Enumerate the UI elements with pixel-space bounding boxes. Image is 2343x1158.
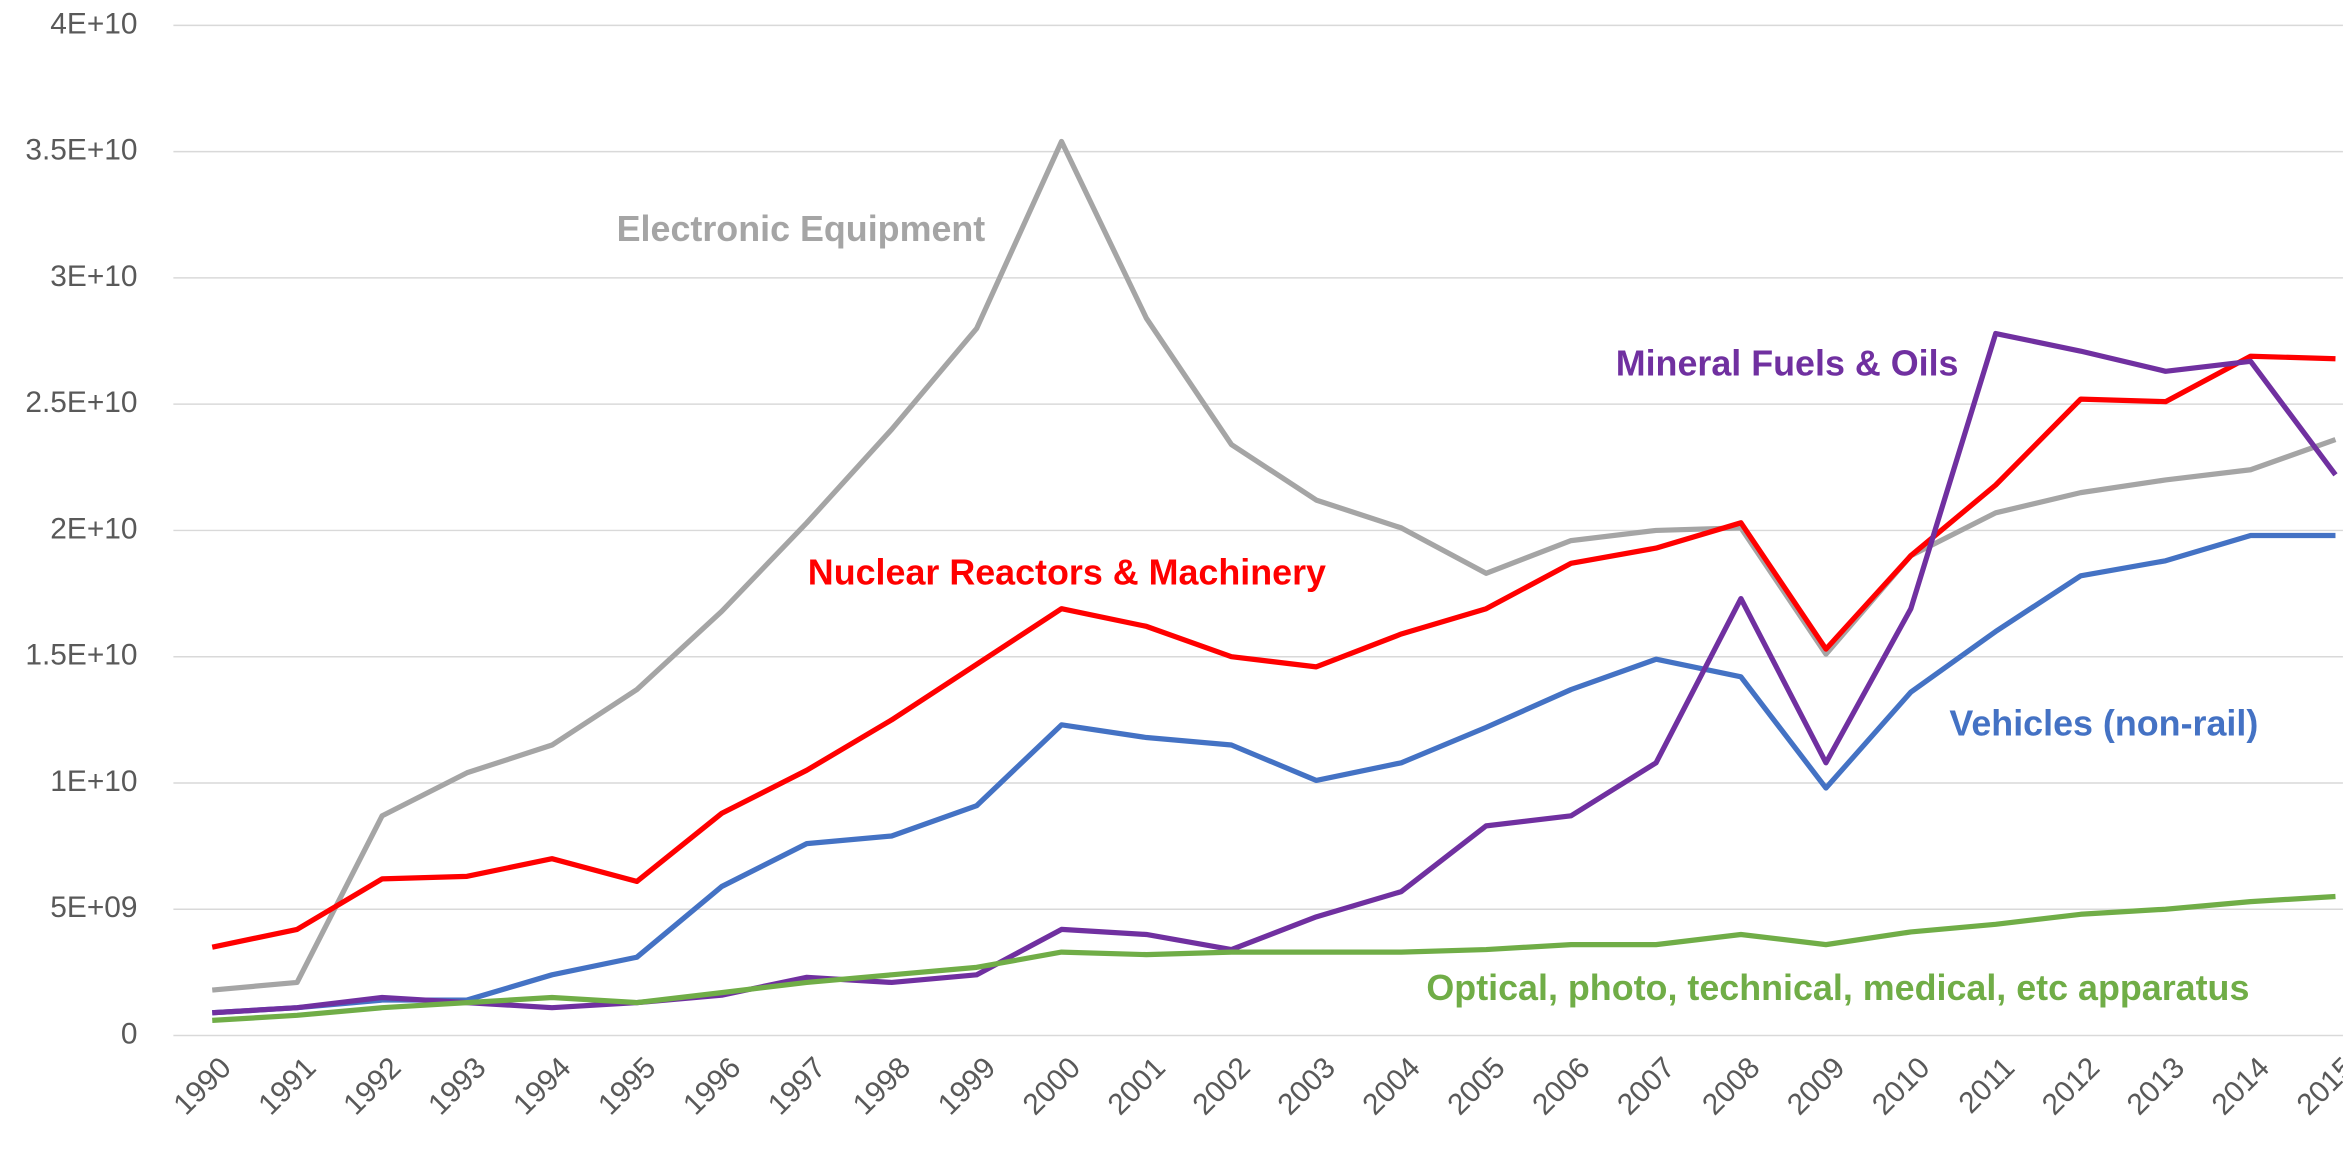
x-tick-label: 1999 [932,1051,1002,1121]
x-tick-label: 1998 [847,1051,917,1121]
y-tick-label: 1.5E+10 [25,639,137,672]
x-tick-label: 2015 [2291,1051,2343,1121]
x-tick-label: 2010 [1866,1051,1936,1121]
y-tick-label: 3.5E+10 [25,134,137,167]
series-line [211,353,2336,950]
series-label: Vehicles (non-rail) [1949,704,2258,744]
x-tick-label: 2003 [1271,1051,1341,1121]
series-label: Nuclear Reactors & Machinery [808,553,1326,593]
series-label: Mineral Fuels & Oils [1616,344,1959,384]
x-tick-label: 2001 [1102,1051,1172,1121]
y-tick-label: 5E+09 [50,891,137,924]
series-line [212,532,2336,1016]
y-tick-label: 1E+10 [50,765,137,798]
x-tick-label: 1990 [167,1051,237,1121]
x-tick-label: 1993 [422,1051,492,1121]
x-tick-label: 2004 [1356,1051,1426,1121]
y-tick-label: 4E+10 [50,7,137,40]
x-tick-label: 1995 [592,1051,662,1121]
x-tick-label: 2006 [1526,1051,1596,1121]
x-tick-label: 2002 [1187,1051,1257,1121]
x-tick-label: 1992 [337,1051,407,1121]
x-tick-label: 1994 [507,1051,577,1121]
y-tick-label: 0 [121,1017,138,1050]
x-tick-label: 2008 [1696,1051,1766,1121]
x-tick-label: 2011 [1952,1051,2021,1120]
y-tick-label: 2E+10 [50,512,137,545]
series-line [211,138,2337,993]
x-tick-label: 2000 [1017,1051,1087,1121]
series-label: Electronic Equipment [617,209,986,249]
series-line [212,330,2338,1016]
x-tick-label: 2014 [2206,1051,2276,1121]
x-tick-label: 2012 [2036,1051,2106,1121]
series-line [212,893,2336,1023]
y-tick-label: 2.5E+10 [25,386,137,419]
x-tick-label: 1991 [252,1051,322,1121]
y-tick-label: 3E+10 [50,260,137,293]
x-tick-label: 2007 [1611,1051,1681,1121]
x-tick-label: 1997 [762,1051,832,1121]
x-tick-label: 2009 [1781,1051,1851,1121]
x-tick-label: 2013 [2121,1051,2191,1121]
x-tick-label: 1996 [677,1051,747,1121]
x-tick-label: 2005 [1441,1051,1511,1121]
series-label: Optical, photo, technical, medical, etc … [1426,968,2249,1008]
